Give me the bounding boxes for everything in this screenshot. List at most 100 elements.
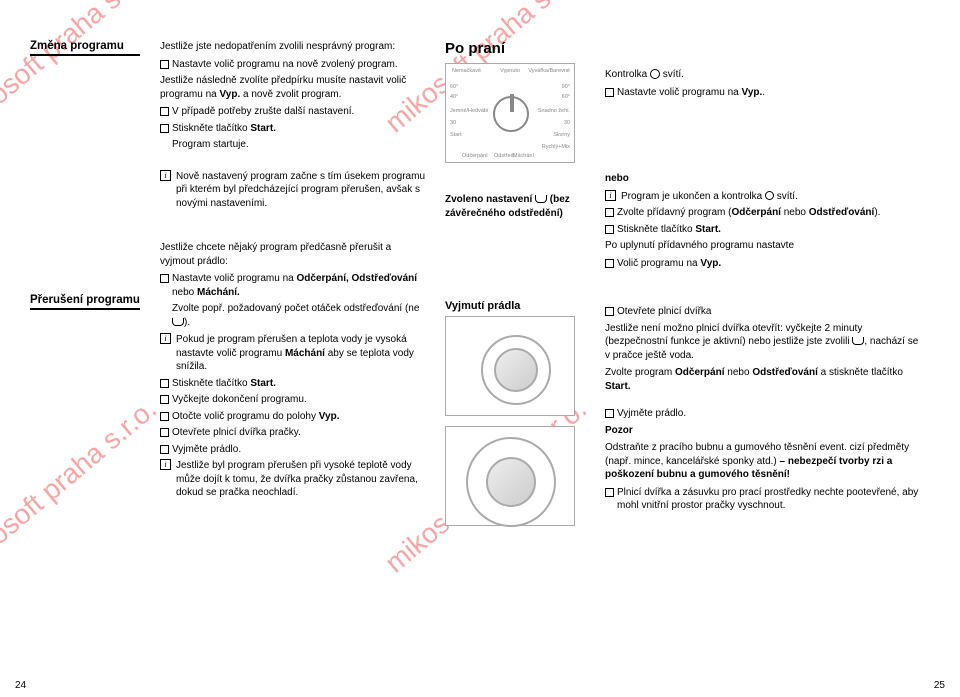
washer-door-icon — [466, 437, 556, 527]
list-item: Vyjměte prádlo. — [160, 443, 425, 457]
para: Jestliže jste nedopatřením zvolili nespr… — [160, 40, 425, 54]
list-item: Nastavte volič programu na Vyp.. — [605, 86, 925, 100]
bullet-list: Plnicí dvířka a zásuvku pro prací prostř… — [605, 486, 925, 513]
left-headings-column: Změna programu Přerušení programu — [30, 20, 140, 536]
text: Stiskněte tlačítko — [617, 224, 695, 235]
bullet-list: Nastavte volič programu na Vyp.. — [605, 86, 925, 100]
bullet-list: Otevřete plnicí dvířka — [605, 305, 925, 319]
heading-vyjmuti: Vyjmutí prádla — [445, 300, 585, 312]
text: Odčerpání — [732, 207, 781, 218]
washer-door-icon — [481, 335, 551, 405]
list-item: Stiskněte tlačítko Start. — [160, 377, 425, 391]
dial-label: Vyvářka/Barevné — [528, 68, 570, 74]
text: Nově nastavený program začne s tím úseke… — [176, 171, 425, 209]
text: . — [762, 87, 765, 98]
dial-label: Máchání — [513, 153, 534, 159]
list-item: Stiskněte tlačítko Start. — [605, 223, 925, 237]
list-item: Nastavte volič programu na nově zvolený … — [160, 58, 425, 72]
text: Start. — [250, 123, 276, 134]
text: Jestliže není možno plnicí dvířka otevří… — [605, 323, 862, 348]
dial-label: 90° — [562, 84, 570, 90]
circle-icon — [650, 69, 660, 79]
para: Odstraňte z pracího bubnu a gumového těs… — [605, 441, 925, 482]
text: Odstřeďování — [752, 367, 818, 378]
text: Kontrolka — [605, 69, 650, 80]
list-item: Stiskněte tlačítko Start. — [160, 122, 425, 136]
info-icon: i — [160, 459, 171, 470]
para: Jestliže není možno plnicí dvířka otevří… — [605, 322, 925, 363]
heading-preruseni: Přerušení programu — [30, 294, 140, 310]
dial-label: Snadno žehl. — [538, 108, 570, 114]
text: Máchání. — [197, 287, 240, 298]
dial-label: 30 — [450, 120, 456, 126]
left-body-column: Jestliže jste nedopatřením zvolili nespr… — [160, 20, 425, 536]
dial-label: Vypnuto — [500, 68, 520, 74]
dial-label: Jemné/Hedvábí — [450, 108, 489, 114]
dial-label: Skvrny — [553, 132, 570, 138]
dial-label: Nemačkavé — [452, 68, 481, 74]
list-item: Zvolte přídavný program (Odčerpání nebo … — [605, 206, 925, 220]
text: nebo — [725, 367, 753, 378]
list-item: Vyjměte prádlo. — [605, 407, 925, 421]
para: Zvolte popř. požadovaný počet otáček ods… — [160, 302, 425, 329]
info-icon: i — [605, 190, 616, 201]
info-note: i Jestliže byl program přerušen při vyso… — [160, 459, 425, 500]
bullet-list: Volič programu na Vyp. — [605, 257, 925, 271]
text: nebo — [781, 207, 809, 218]
block: Vyjměte prádlo. Pozor Odstraňte z pracíh… — [605, 407, 925, 516]
list-item: Volič programu na Vyp. — [605, 257, 925, 271]
text: Zvolte přídavný program ( — [617, 207, 732, 218]
list-item: Otevřete plnicí dvířka pračky. — [160, 426, 425, 440]
para: Jestliže chcete nějaký program předčasně… — [160, 241, 425, 268]
list-item: Plnicí dvířka a zásuvku pro prací prostř… — [605, 486, 925, 513]
text: Start. — [250, 378, 276, 389]
bullet-list: Stiskněte tlačítko Start. Vyčkejte dokon… — [160, 377, 425, 460]
tub-icon — [535, 195, 547, 203]
text: Stiskněte tlačítko — [172, 123, 250, 134]
tub-icon — [172, 318, 184, 326]
bullet-list: Zvolte přídavný program (Odčerpání nebo … — [605, 206, 925, 236]
dial-label: 40° — [450, 94, 458, 100]
block: nebo i Program je ukončen a kontrolka sv… — [605, 172, 925, 273]
text: nebo — [172, 287, 197, 298]
tub-icon — [852, 337, 864, 345]
end-icon — [765, 191, 774, 200]
dial-label: Start — [450, 132, 462, 138]
right-body-column: Kontrolka svítí. Nastavte volič programu… — [605, 20, 925, 536]
text: ). — [184, 317, 190, 328]
dial-label: 60° — [562, 94, 570, 100]
text: Otočte volič programu do polohy — [172, 411, 319, 422]
text: Vyp. — [700, 258, 721, 269]
text: Program je ukončen a kontrolka — [621, 191, 765, 202]
list-item: Vyčkejte dokončení programu. — [160, 393, 425, 407]
pozor-label: Pozor — [605, 424, 925, 438]
dial-label: Rychlý+Mix — [542, 144, 570, 150]
para: Zvolte program Odčerpání nebo Odstřeďová… — [605, 366, 925, 393]
washer-closeup-illustration — [445, 426, 575, 526]
text: Start. — [605, 381, 631, 392]
page: Změna programu Přerušení programu Jestli… — [0, 0, 960, 546]
info-note: i Pokud je program přerušen a teplota vo… — [160, 333, 425, 374]
para: Kontrolka svítí. — [605, 68, 925, 82]
caption: Zvoleno nastavení (bez závěrečného odstř… — [445, 193, 585, 220]
dial-label: 60° — [450, 84, 458, 90]
block: Otevřete plnicí dvířka Jestliže není mož… — [605, 305, 925, 397]
para: Program startuje. — [160, 138, 425, 152]
text: Odčerpání — [675, 367, 724, 378]
info-note: i Nově nastavený program začne s tím úse… — [160, 170, 425, 211]
text: Jestliže byl program přerušen při vysoké… — [176, 460, 418, 498]
bullet-list: V případě potřeby zrušte další nastavení… — [160, 105, 425, 138]
info-icon: i — [160, 170, 171, 181]
text: svítí. — [774, 191, 798, 202]
text: Zvolte program — [605, 367, 675, 378]
dial-label: Odčerpání — [462, 153, 488, 159]
heading-zmena: Změna programu — [30, 40, 140, 56]
program-dial-illustration: Nemačkavé Vypnuto Vyvářka/Barevné 60° 40… — [445, 63, 575, 163]
text: Zvolte popř. požadovaný počet otáček ods… — [172, 303, 419, 314]
text: svítí. — [660, 69, 684, 80]
list-item: Nastavte volič programu na Odčerpání, Od… — [160, 272, 425, 299]
para: Po uplynutí přídavného programu nastavte — [605, 239, 925, 253]
text: Volič programu na — [617, 258, 700, 269]
washer-open-illustration — [445, 316, 575, 416]
text: Vyp. — [319, 411, 340, 422]
